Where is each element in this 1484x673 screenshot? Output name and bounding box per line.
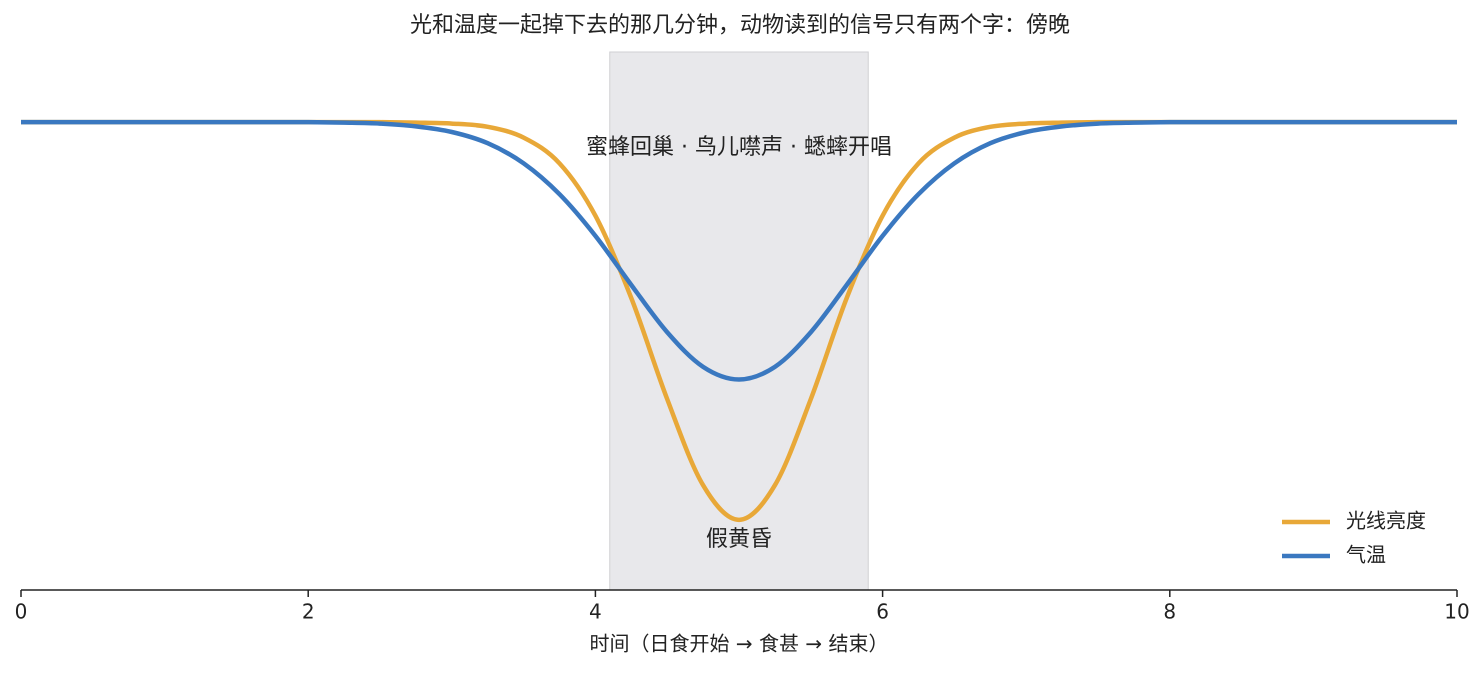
shade-band: [609, 51, 869, 591]
annotation: 假黄昏: [706, 527, 772, 552]
x-axis-label: 时间（日食开始 → 食甚 → 结束）: [590, 632, 889, 656]
legend-label: 光线亮度: [1346, 509, 1426, 533]
x-tick-label: 4: [589, 600, 602, 624]
x-tick-label: 8: [1163, 600, 1176, 624]
x-tick-label: 0: [15, 600, 28, 624]
chart-title: 光和温度一起掉下去的那几分钟，动物读到的信号只有两个字：傍晚: [410, 13, 1070, 38]
x-tick-label: 2: [302, 600, 315, 624]
annotation: 蜜蜂回巢 · 鸟儿噤声 · 蟋蟀开唱: [586, 135, 892, 160]
line-series: [20, 119, 1457, 382]
x-tick-label: 6: [876, 600, 889, 624]
x-tick-label: 10: [1444, 600, 1469, 624]
legend-label: 气温: [1346, 543, 1386, 567]
